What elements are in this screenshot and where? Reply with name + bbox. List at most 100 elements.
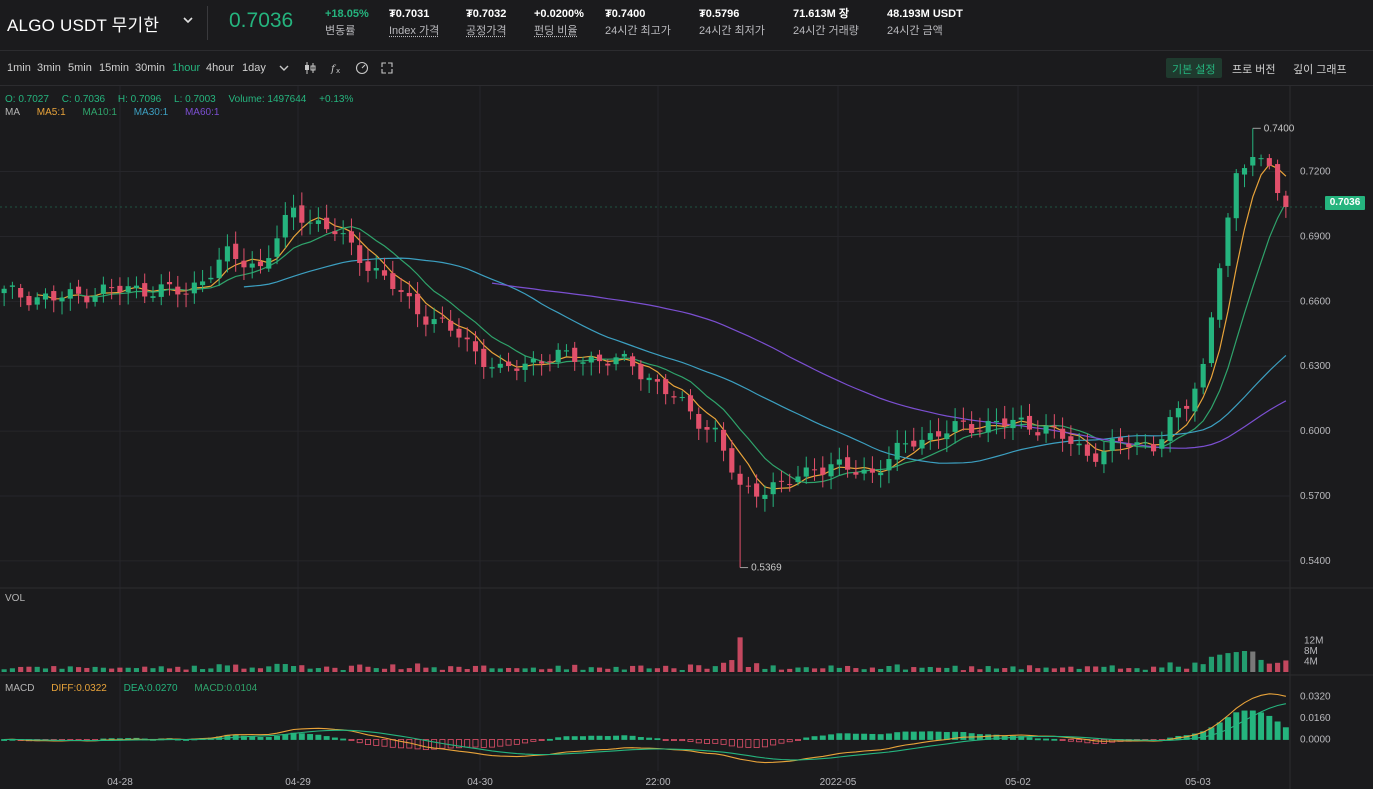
macd-histogram-bar [943,732,950,740]
stat-24h-low-value: ₮0.5796 [699,8,740,20]
timeframe-5min[interactable]: 5min [68,62,92,74]
macd-histogram-bar [323,736,330,740]
volume-bar [911,667,917,672]
dea-label: DEA:0.0270 [123,683,178,694]
change-value: +0.13% [319,94,354,105]
volume-bar [621,669,627,672]
chart-toolbar: 1min 3min 5min 15min 30min 1hour 4hour 1… [0,56,1373,80]
symbol-name[interactable]: ALGO USDT 무기한 [7,16,160,35]
volume-bar [26,666,32,672]
macd-histogram-bar [249,736,256,740]
candle-body [1002,418,1008,426]
candle-body [274,238,280,257]
candle-body [836,459,842,465]
candle-body [1126,443,1132,448]
candle-body [1258,158,1264,160]
candle-body [365,261,371,271]
macd-histogram-bar [1067,739,1074,742]
candle-body [969,424,975,433]
svg-text:x: x [336,67,340,75]
stat-index-price[interactable]: ₮0.7031 Index 가격 [389,7,439,38]
candle-body [820,467,826,475]
view-basic-button[interactable]: 기본 설정 [1166,58,1222,78]
macd-histogram-bar [679,739,686,742]
volume-bar [18,666,24,672]
macd-histogram-bar [670,739,677,741]
settings-gauge-icon[interactable] [355,61,369,75]
volume-bar [886,665,892,672]
candle-body [1233,173,1239,219]
volume-bar [332,667,338,672]
macd-histogram-bar [877,734,884,740]
chevron-down-icon[interactable] [181,13,195,27]
high-marker-label: 0.7400 [1264,123,1295,134]
time-axis-label: 05-02 [1005,777,1031,788]
macd-histogram-bar [629,735,636,740]
stat-index-price-label[interactable]: Index 가격 [389,25,440,37]
stat-fair-price[interactable]: ₮0.7032 공정가격 [466,7,506,38]
volume-axis-label: 4M [1304,657,1318,668]
price-chart[interactable]: 0.7400 0.5369 0.7200 0.6900 0.6600 0.6300 0.60… [0,86,1373,789]
view-depth-button[interactable]: 깊이 그래프 [1293,64,1347,76]
macd-histogram-bar [753,739,760,748]
stat-fair-price-label[interactable]: 공정가격 [466,25,507,37]
candle-body [84,296,90,303]
candle-body [332,231,338,235]
candle-body [580,362,586,364]
macd-histogram-bar [563,736,570,740]
candle-body [927,433,933,440]
time-axis-label: 04-28 [107,777,133,788]
candle-body [712,427,718,430]
macd-histogram-bar [356,739,363,744]
timeframe-30min[interactable]: 30min [135,62,165,74]
candle-body [1026,415,1033,430]
stat-24h-high-value: ₮0.7400 [605,8,646,20]
volume-bar [216,664,222,672]
timeframe-4hour[interactable]: 4hour [206,62,235,74]
candle-body [398,290,404,292]
volume-bar [712,666,718,672]
volume-bar [200,669,206,672]
candle-body [1150,444,1157,452]
candle-body [18,288,24,298]
macd-histogram-bar [728,739,735,747]
macd-histogram-bar [761,739,768,748]
fullscreen-icon[interactable] [380,61,394,75]
volume-bar [845,665,851,672]
macd-histogram-bar [687,739,694,742]
macd-histogram-bar [464,739,471,748]
candle-body [241,260,247,268]
chevron-down-icon[interactable] [277,61,291,75]
candle-body [357,245,363,263]
price-axis-label: 0.6000 [1300,426,1331,437]
timeframe-15min[interactable]: 15min [99,62,129,74]
candle-body [315,220,321,224]
macd-histogram-bar [778,739,785,744]
price-axis-label: 0.7200 [1300,167,1331,178]
macd-histogram-bar [795,739,801,741]
timeframe-1hour[interactable]: 1hour [172,62,201,74]
timeframe-3min[interactable]: 3min [37,62,61,74]
timeframe-1day[interactable]: 1day [242,62,266,74]
candle-body [522,363,528,370]
stat-funding-rate-label[interactable]: 펀딩 비율 [534,25,578,37]
candle-body [67,289,73,299]
stat-funding-rate[interactable]: +0.0200% 펀딩 비율 [534,7,584,38]
macd-histogram-bar [398,739,405,749]
view-pro-button[interactable]: 프로 버전 [1232,64,1276,76]
volume-bar [1266,663,1272,672]
volume-bar [1159,667,1165,672]
volume-bar [993,668,1000,672]
indicator-fx-icon[interactable]: f x [330,61,344,75]
candle-body [464,337,470,340]
candle-body [1109,438,1115,451]
ma10-line [78,202,1287,484]
ma30-label: MA30:1 [133,107,169,118]
volume-bar [555,665,561,672]
macd-histogram-bar [282,734,289,740]
timeframe-1min[interactable]: 1min [7,62,31,74]
candle-body [902,443,909,445]
time-axis-label: 04-29 [285,777,311,788]
volume-bar [1068,666,1074,672]
candlestick-type-icon[interactable] [303,61,317,75]
